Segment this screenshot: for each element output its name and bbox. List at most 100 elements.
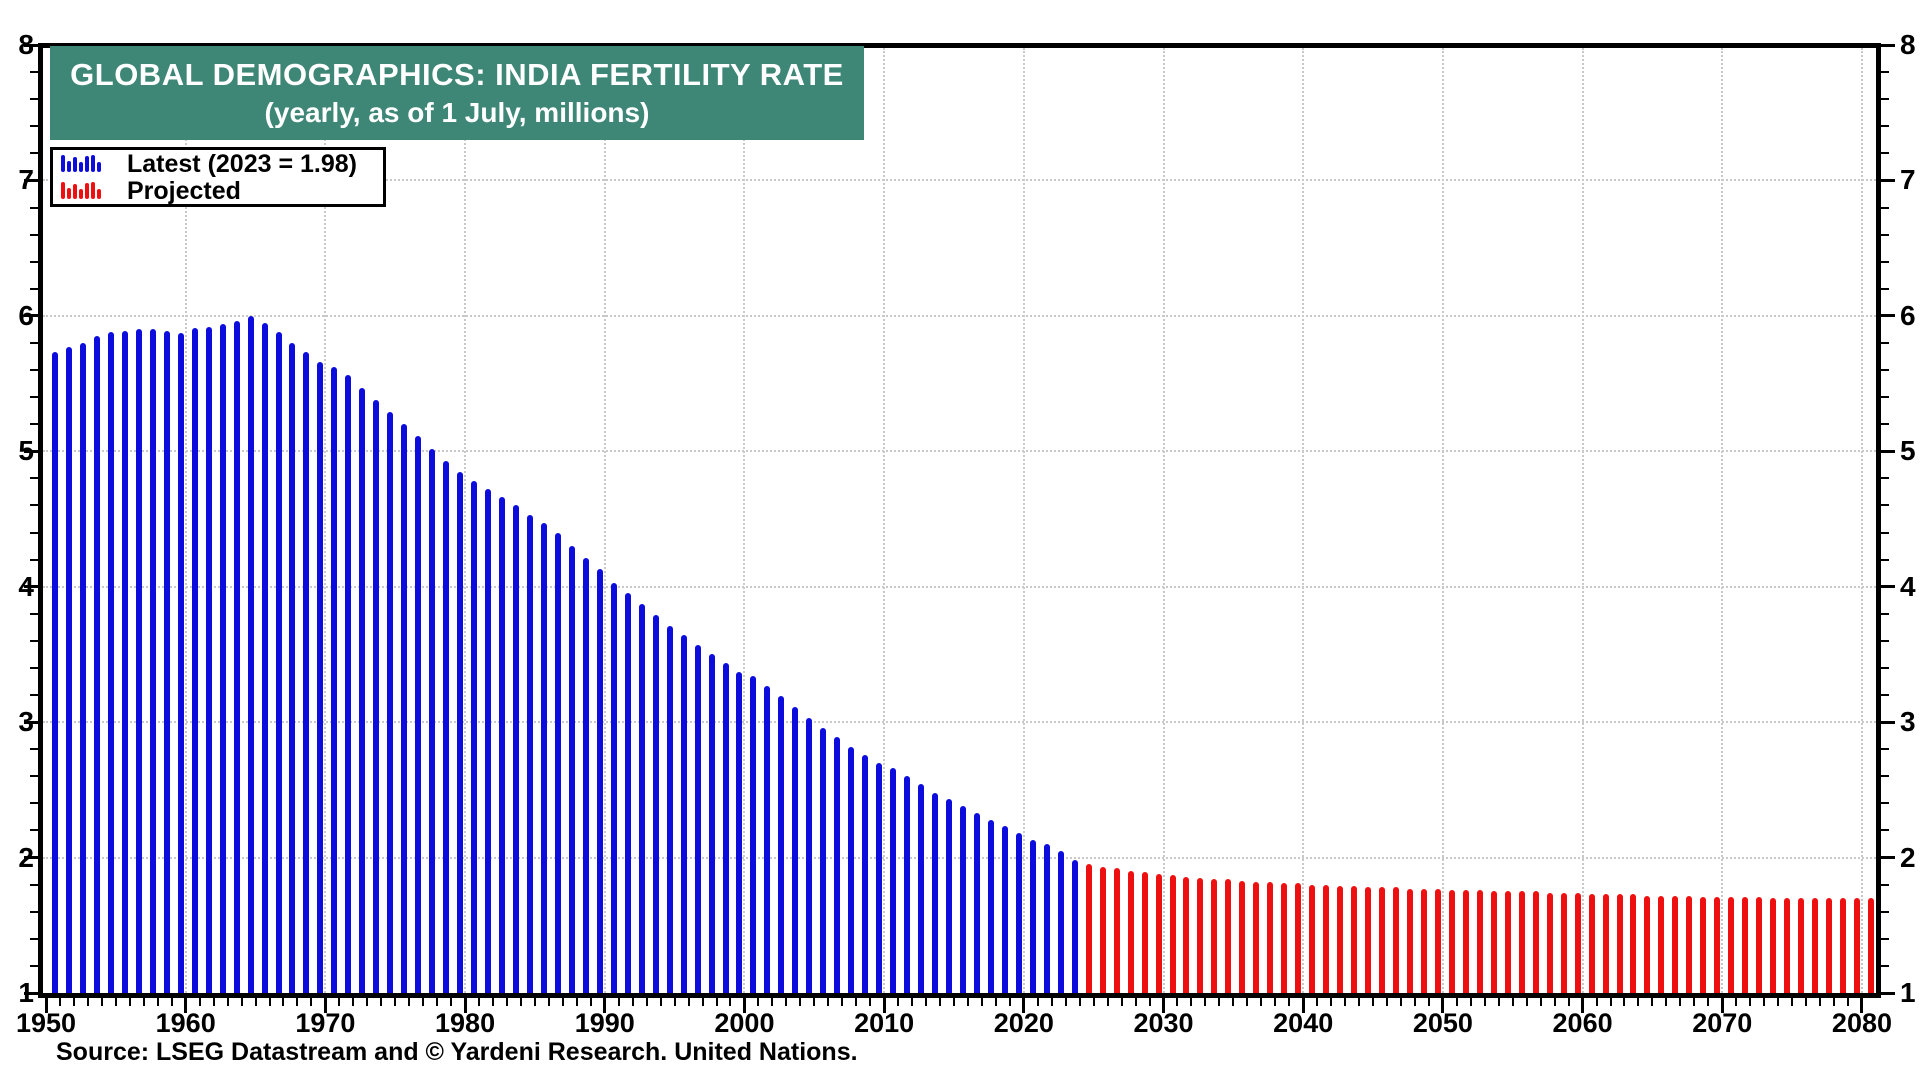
bar-1981 [485,489,492,993]
chart-title-box: GLOBAL DEMOGRAPHICS: INDIA FERTILITY RAT… [50,46,864,140]
y-major-tick-left [24,720,38,724]
x-minor-tick [1777,998,1780,1006]
y-minor-tick-right [1881,612,1889,615]
y-minor-tick-left [30,910,38,913]
bar-2025 [1099,867,1106,993]
plot-frame-left [38,43,43,998]
x-minor-tick [966,998,969,1006]
x-minor-tick [1819,998,1822,1006]
bar-2002 [778,696,785,993]
bar-2014 [946,799,953,993]
y-minor-tick-right [1881,694,1889,697]
x-minor-tick [575,998,578,1006]
x-minor-tick [1525,998,1528,1006]
bar-2028 [1141,872,1148,993]
y-minor-tick-right [1881,802,1889,805]
x-minor-tick [1637,998,1640,1006]
bar-2076 [1812,898,1819,993]
x-minor-tick [1805,998,1808,1006]
bar-1979 [457,471,464,993]
x-major-tick [44,998,48,1013]
x-minor-tick [492,998,494,1006]
y-minor-tick-right [1881,937,1889,940]
red-mini-bars-icon [61,182,117,199]
bar-1965 [261,322,268,993]
x-major-tick [184,998,188,1013]
bar-1988 [582,558,589,993]
bar-1992 [638,604,645,993]
x-minor-tick [128,998,131,1006]
y-minor-tick-right [1881,639,1889,642]
y-minor-tick-left [30,531,38,534]
y-minor-tick-left [30,125,38,128]
bar-2051 [1462,890,1469,993]
chart-title: GLOBAL DEMOGRAPHICS: INDIA FERTILITY RAT… [70,57,844,92]
bar-1970 [331,367,338,993]
x-minor-tick [771,998,774,1006]
bar-2064 [1644,895,1651,993]
bar-1984 [526,514,533,993]
y-minor-tick-left [30,396,38,399]
vertical-gridline [464,48,467,993]
bar-1987 [568,546,575,993]
bar-2058 [1560,892,1567,993]
x-minor-tick [1483,998,1486,1006]
bar-2061 [1602,894,1609,993]
bar-2063 [1630,894,1637,993]
x-minor-tick [1553,998,1556,1006]
bar-2059 [1574,892,1581,993]
y-axis-label-right: 5 [1900,435,1916,467]
y-axis-label-left: 4 [18,570,34,602]
x-minor-tick [1148,998,1151,1006]
bar-2027 [1127,871,1134,993]
vertical-gridline [324,48,327,993]
x-minor-tick [1749,998,1752,1006]
bar-1989 [596,569,603,993]
vertical-gridline [1302,48,1305,993]
bar-1973 [373,399,380,993]
x-minor-tick [1679,998,1682,1006]
bar-2075 [1798,898,1805,993]
bar-1971 [345,375,352,993]
x-minor-tick [394,998,397,1006]
y-minor-tick-left [30,748,38,751]
bar-1997 [708,654,715,993]
y-major-tick-right [1881,856,1895,860]
bar-2022 [1057,850,1064,993]
y-minor-tick-right [1881,206,1889,209]
bar-1998 [722,662,729,993]
bar-1978 [443,460,450,993]
bar-2038 [1281,883,1288,993]
y-minor-tick-right [1881,98,1889,101]
x-minor-tick [170,998,173,1006]
bar-1990 [610,582,617,993]
y-minor-tick-left [30,423,38,426]
bar-1975 [401,424,408,993]
bar-2048 [1420,888,1427,993]
bar-1972 [359,387,366,993]
legend: Latest (2023 = 1.98) Projected [50,147,386,207]
x-minor-tick [310,998,313,1006]
y-major-tick-left [24,43,38,47]
bar-1957 [149,329,156,993]
vertical-gridline [1860,48,1863,993]
bar-1960 [191,328,198,993]
x-minor-tick [813,998,816,1006]
bar-2062 [1616,894,1623,993]
y-axis-label-left: 7 [18,164,34,196]
x-minor-tick [1246,998,1249,1006]
bar-2071 [1742,896,1749,993]
x-axis-label: 2070 [1692,1008,1753,1038]
y-axis-label-right: 3 [1900,706,1916,738]
y-axis-label-right: 6 [1900,299,1916,331]
bar-1958 [163,330,170,993]
x-minor-tick [757,998,760,1006]
bar-2057 [1546,892,1553,993]
bar-2029 [1155,873,1162,993]
horizontal-gridline [43,314,1876,317]
x-minor-tick [1693,998,1696,1006]
y-minor-tick-right [1881,423,1889,426]
x-minor-tick [1372,998,1375,1006]
x-minor-tick [897,998,900,1006]
x-major-tick [603,998,607,1013]
